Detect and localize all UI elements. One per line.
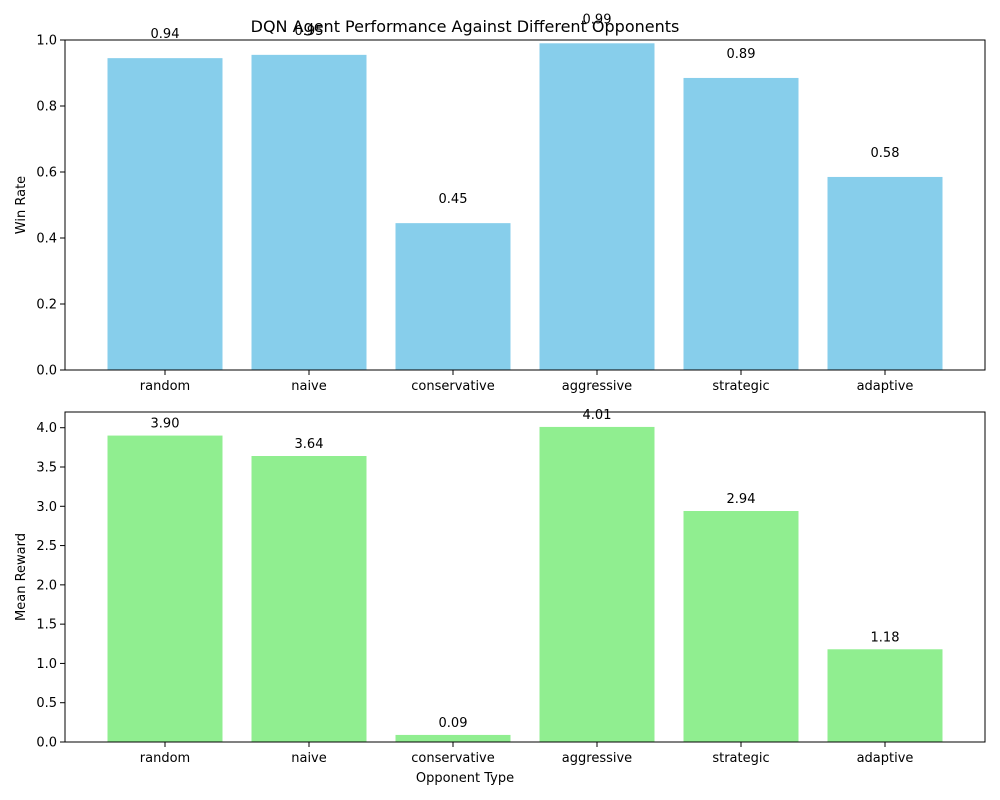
y-tick-label: 0.2 <box>36 298 57 313</box>
x-tick-label-strategic: strategic <box>712 751 769 766</box>
data-label-strategic: 2.94 <box>727 492 756 507</box>
bar-aggressive <box>539 43 655 371</box>
y-tick-label: 3.5 <box>36 461 57 476</box>
y-tick-label: 1.0 <box>36 34 57 49</box>
chart-title: DQN Agent Performance Against Different … <box>251 17 680 36</box>
x-axis-label: Opponent Type <box>416 771 514 786</box>
y-tick-label: 0.4 <box>36 232 57 247</box>
bar-random <box>107 58 223 371</box>
data-label-adaptive: 1.18 <box>871 630 900 645</box>
x-tick-label-conservative: conservative <box>411 751 495 766</box>
y-tick-label: 0.6 <box>36 166 57 181</box>
axes-frame <box>64 39 986 371</box>
x-tick-label-adaptive: adaptive <box>857 751 914 766</box>
data-label-aggressive: 0.99 <box>583 12 612 27</box>
y-tick-label: 0.5 <box>36 696 57 711</box>
x-tick-label-adaptive: adaptive <box>857 379 914 394</box>
y-tick-label: 2.5 <box>36 539 57 554</box>
y-axis-label: Win Rate <box>14 176 29 234</box>
bar-conservative <box>395 223 511 370</box>
data-label-naive: 0.95 <box>295 24 324 39</box>
bar-conservative <box>395 734 511 742</box>
x-tick-label-naive: naive <box>291 379 327 394</box>
y-tick-label: 0.0 <box>36 364 57 379</box>
data-label-random: 3.90 <box>151 417 180 432</box>
bar-aggressive <box>539 426 655 742</box>
bar-adaptive <box>827 176 943 370</box>
bar-random <box>107 435 223 742</box>
y-tick-label: 0.0 <box>36 736 57 751</box>
bar-naive <box>251 54 367 370</box>
y-tick-label: 3.0 <box>36 500 57 515</box>
data-label-naive: 3.64 <box>295 437 324 452</box>
y-tick-label: 0.8 <box>36 100 57 115</box>
y-axis-label: Mean Reward <box>14 533 29 621</box>
data-label-strategic: 0.89 <box>727 47 756 62</box>
x-tick-label-conservative: conservative <box>411 379 495 394</box>
y-tick-label: 2.0 <box>36 578 57 593</box>
win-rate-chart: 0.94 random 0.95 naive 0.45 conservative 0.99 a… <box>14 12 986 394</box>
x-tick-label-random: random <box>140 751 190 766</box>
bar-naive <box>251 456 367 742</box>
data-label-aggressive: 4.01 <box>583 408 612 423</box>
mean-reward-chart: 3.90 random 3.64 naive 0.09 conservative 4.01 a… <box>14 408 986 786</box>
y-tick-label: 1.5 <box>36 618 57 633</box>
data-label-conservative: 0.09 <box>439 716 468 731</box>
y-tick-label: 1.0 <box>36 657 57 672</box>
x-tick-label-aggressive: aggressive <box>562 751 632 766</box>
data-label-random: 0.94 <box>151 27 180 42</box>
x-tick-label-strategic: strategic <box>712 379 769 394</box>
x-tick-label-naive: naive <box>291 751 327 766</box>
bar-adaptive <box>827 649 943 742</box>
y-tick-label: 4.0 <box>36 421 57 436</box>
data-label-conservative: 0.45 <box>439 192 468 207</box>
axes-frame <box>64 411 986 743</box>
x-tick-label-aggressive: aggressive <box>562 379 632 394</box>
bar-strategic <box>683 511 799 742</box>
data-label-adaptive: 0.58 <box>871 146 900 161</box>
bar-strategic <box>683 77 799 370</box>
x-tick-label-random: random <box>140 379 190 394</box>
